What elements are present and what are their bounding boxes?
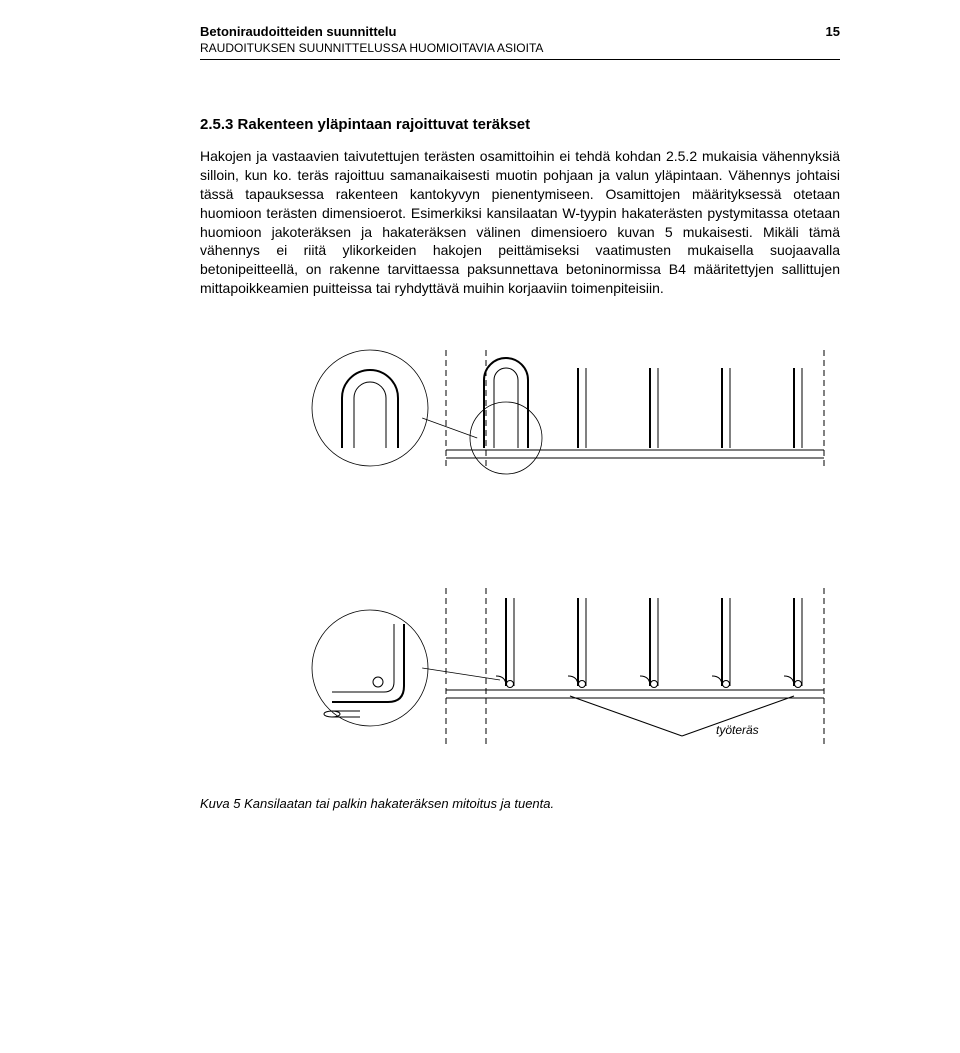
header-rule — [200, 59, 840, 60]
page-number: 15 — [826, 24, 840, 39]
section-title: 2.5.3 Rakenteen yläpintaan rajoittuvat t… — [200, 116, 840, 133]
page: Betoniraudoitteiden suunnittelu 15 RAUDO… — [0, 0, 960, 1053]
header-row: Betoniraudoitteiden suunnittelu 15 — [200, 24, 840, 39]
header-subtitle: RAUDOITUKSEN SUUNNITTELUSSA HUOMIOITAVIA… — [200, 41, 840, 55]
figure-svg: työteräs — [200, 338, 840, 778]
doc-title: Betoniraudoitteiden suunnittelu — [200, 24, 396, 39]
figure-5: työteräs — [200, 338, 840, 778]
figure-caption: Kuva 5 Kansilaatan tai palkin hakateräks… — [200, 796, 840, 811]
content: 2.5.3 Rakenteen yläpintaan rajoittuvat t… — [200, 116, 840, 811]
svg-text:työteräs: työteräs — [716, 723, 759, 737]
section-body: Hakojen ja vastaavien taivutettujen terä… — [200, 147, 840, 298]
